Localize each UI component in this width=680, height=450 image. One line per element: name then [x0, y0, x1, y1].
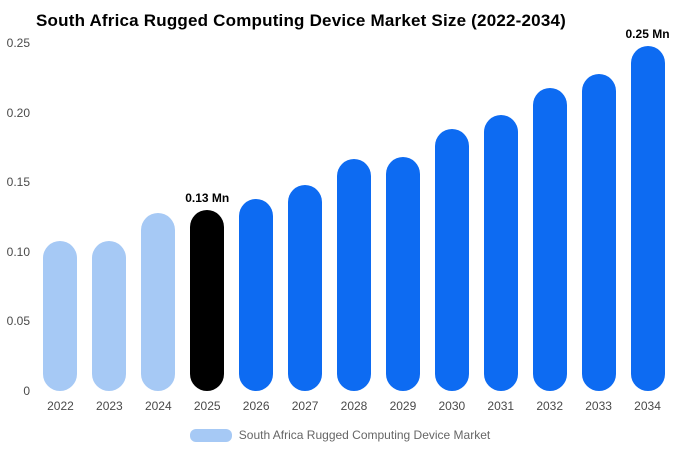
x-tick-2029: 2029: [389, 399, 417, 413]
x-tick-2025: 2025: [193, 399, 221, 413]
bar-2027[interactable]: [288, 184, 323, 391]
bar-2022[interactable]: [43, 240, 78, 391]
legend-swatch: [189, 428, 232, 442]
x-axis: 2022 2023 2024 2025 2026 2027 2028 2029 2030 2031…: [36, 391, 672, 413]
y-tick-0.15: 0.15: [6, 175, 30, 190]
plot-area: 0 0.05 0.10 0.15 0.20 0.25 0.13 Mn 0.25 Mn: [0, 27, 672, 398]
bar-2023[interactable]: [92, 240, 127, 391]
bar-group-2025: 0.13 Mn: [183, 43, 232, 391]
y-tick-0.25: 0.25: [6, 36, 30, 50]
y-tick-0.20: 0.20: [6, 105, 30, 120]
bars-container: 0.13 Mn 0.25 Mn: [36, 27, 672, 391]
bar-group-2032: [525, 43, 574, 391]
x-tick-2027: 2027: [291, 399, 319, 413]
bar-2031[interactable]: [483, 115, 518, 391]
x-tick-2028: 2028: [340, 399, 368, 413]
bar-group-2029: [378, 43, 427, 391]
bar-2032[interactable]: [532, 87, 567, 391]
bar-group-2023: [85, 43, 134, 391]
bar-2029[interactable]: [385, 157, 420, 391]
bar-group-2028: [330, 43, 379, 391]
bar-group-2030: [427, 43, 476, 391]
bar-group-2024: [134, 43, 183, 391]
x-tick-2022: 2022: [47, 399, 74, 413]
bar-group-2026: [232, 43, 281, 391]
legend-label: South Africa Rugged Computing Device Mar…: [238, 428, 491, 442]
y-axis: 0 0.05 0.10 0.15 0.20 0.25: [0, 36, 34, 398]
bar-2024[interactable]: [141, 212, 176, 391]
bar-2030[interactable]: [434, 129, 469, 391]
x-tick-2026: 2026: [242, 399, 270, 413]
x-tick-2032: 2032: [536, 399, 564, 413]
y-tick-0.10: 0.10: [6, 244, 30, 259]
x-tick-2033: 2033: [585, 399, 612, 413]
data-label-2025: 0.13 Mn: [185, 191, 230, 206]
bar-2033[interactable]: [581, 73, 616, 391]
legend-item[interactable]: South Africa Rugged Computing Device Mar…: [0, 428, 680, 442]
bar-group-2033: [574, 43, 623, 391]
data-label-2034: 0.25 Mn: [625, 26, 670, 41]
bar-group-2022: [36, 43, 85, 391]
bar-group-2027: [281, 43, 330, 391]
x-tick-2034: 2034: [634, 399, 661, 413]
bar-2026[interactable]: [239, 198, 274, 391]
bar-2028[interactable]: [336, 158, 371, 391]
x-tick-2024: 2024: [144, 399, 172, 413]
bar-2025[interactable]: [190, 210, 225, 391]
bar-group-2031: [476, 43, 525, 391]
x-tick-2030: 2030: [438, 399, 466, 413]
x-tick-2023: 2023: [96, 399, 123, 413]
y-tick-0.05: 0.05: [6, 314, 30, 329]
y-tick-0: 0: [23, 384, 30, 398]
x-tick-2031: 2031: [487, 399, 515, 413]
chart-title: South Africa Rugged Computing Device Mar…: [36, 11, 566, 30]
bar-group-2034: 0.25 Mn: [623, 27, 672, 391]
bar-2034[interactable]: [630, 45, 665, 391]
